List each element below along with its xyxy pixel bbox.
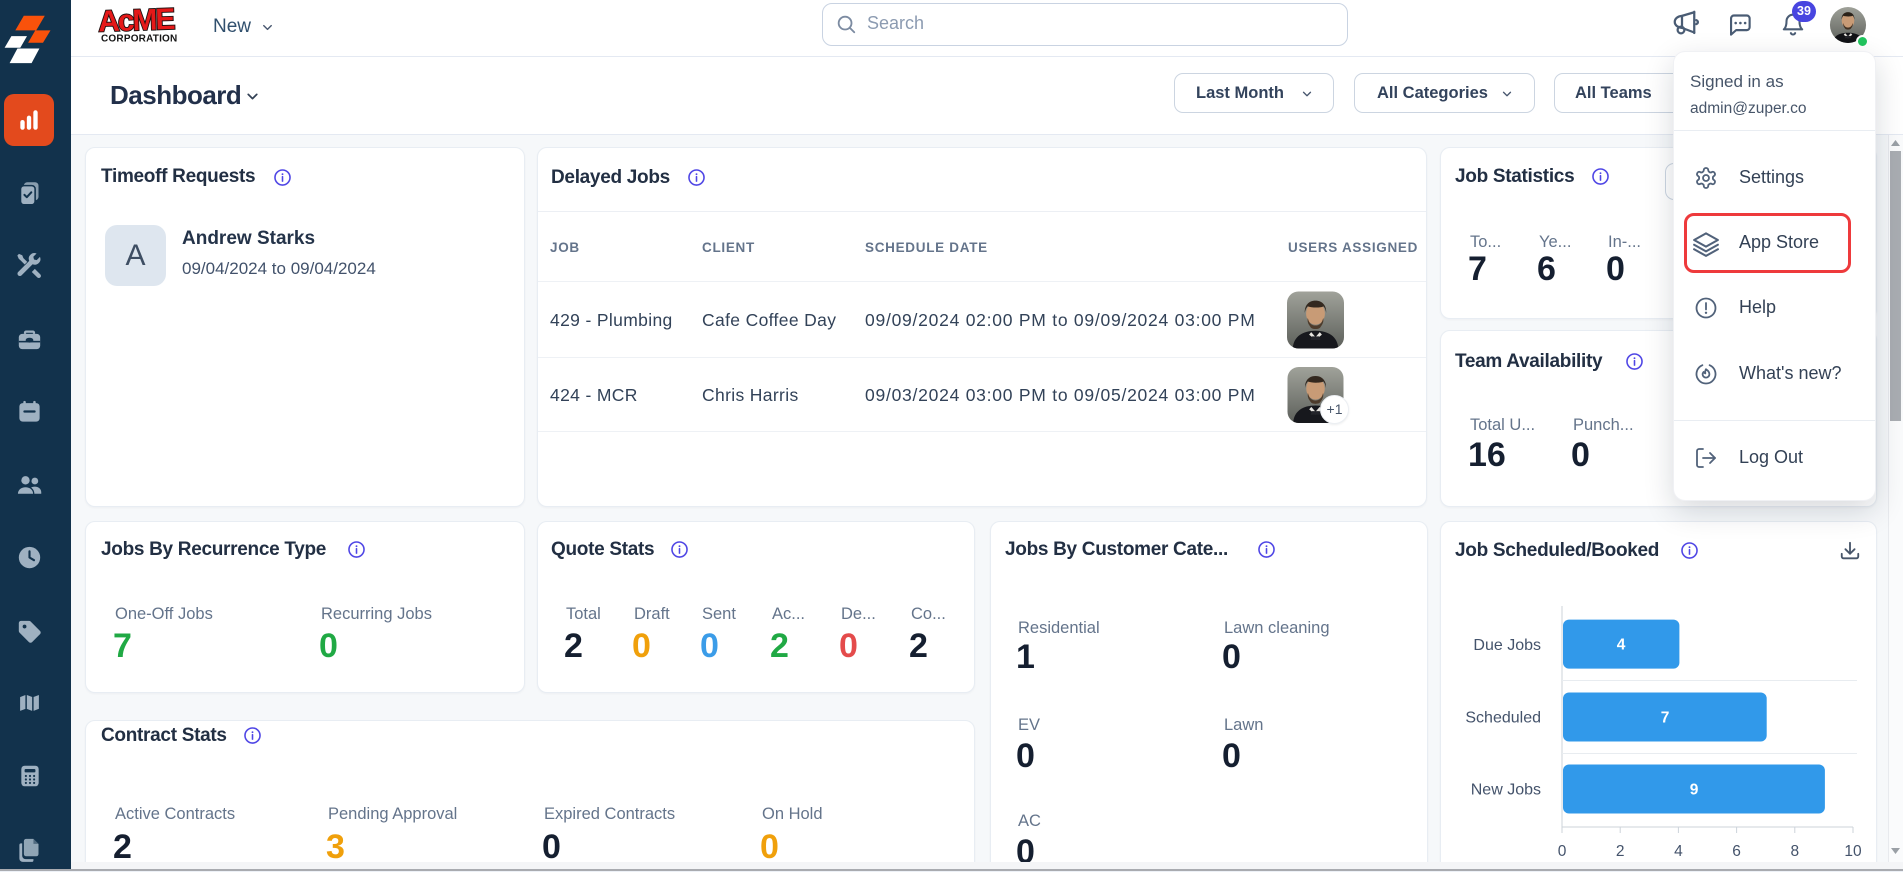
svg-text:10: 10: [1844, 843, 1862, 860]
svg-text:Scheduled: Scheduled: [1465, 710, 1541, 727]
svg-text:6: 6: [1732, 843, 1741, 860]
svg-text:4: 4: [1617, 637, 1626, 654]
svg-text:New Jobs: New Jobs: [1471, 782, 1541, 799]
svg-text:Due Jobs: Due Jobs: [1473, 637, 1541, 654]
svg-text:8: 8: [1790, 843, 1799, 860]
svg-text:0: 0: [1558, 843, 1567, 860]
svg-text:4: 4: [1674, 843, 1683, 860]
svg-text:AcME: AcME: [98, 3, 175, 39]
svg-text:9: 9: [1690, 782, 1699, 799]
svg-text:CORPORATION: CORPORATION: [101, 34, 177, 45]
svg-text:7: 7: [1661, 710, 1670, 727]
svg-text:2: 2: [1616, 843, 1625, 860]
